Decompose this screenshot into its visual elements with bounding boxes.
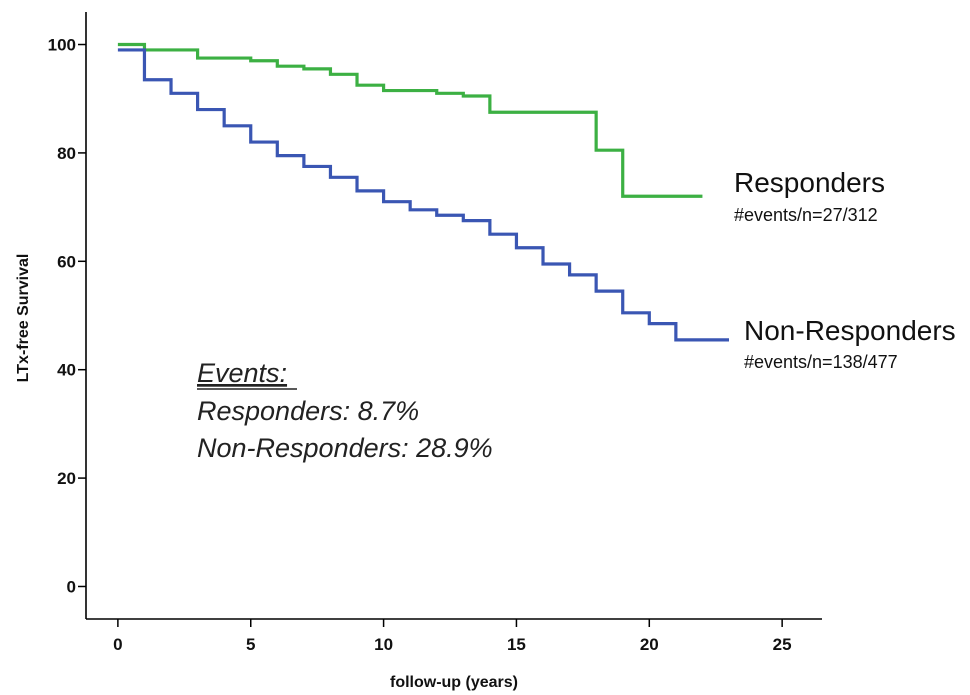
x-tick-label-20: 20 <box>640 635 659 654</box>
x-tick-label-15: 15 <box>507 635 526 654</box>
events-responders: Responders: 8.7% <box>197 396 419 426</box>
y-tick-label-20: 20 <box>57 469 76 488</box>
x-tick-label-5: 5 <box>246 635 255 654</box>
events-nonresponders: Non-Responders: 28.9% <box>197 433 493 463</box>
responders-count-label: #events/n=27/312 <box>734 205 878 225</box>
x-tick-label-0: 0 <box>113 635 122 654</box>
series-line-responders <box>117 42 703 198</box>
x-tick-label-10: 10 <box>374 635 393 654</box>
nonresponders-label: Non-Responders <box>744 315 956 346</box>
y-ticks: 0 20 40 60 80 100 <box>48 36 86 596</box>
y-axis-title: LTx-free Survival <box>15 254 32 383</box>
x-tick-label-25: 25 <box>773 635 792 654</box>
y-tick-label-80: 80 <box>57 144 76 163</box>
responders-label: Responders <box>734 167 885 198</box>
axes <box>85 12 822 620</box>
y-tick-label-60: 60 <box>57 252 76 271</box>
x-ticks: 0 5 10 15 20 25 <box>113 619 792 654</box>
series-lines <box>117 42 730 342</box>
x-axis-title: follow-up (years) <box>390 674 518 691</box>
y-tick-label-0: 0 <box>67 577 76 596</box>
y-tick-label-100: 100 <box>48 36 76 55</box>
series-line-non-responders <box>117 48 730 342</box>
events-heading: Events: <box>197 358 287 388</box>
y-tick-label-40: 40 <box>57 361 76 380</box>
nonresponders-count-label: #events/n=138/477 <box>744 352 898 372</box>
